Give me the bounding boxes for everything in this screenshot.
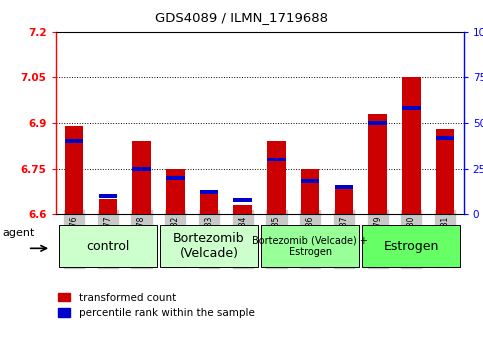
- Bar: [233, 205, 252, 214]
- Bar: [436, 136, 455, 139]
- Bar: [267, 141, 286, 214]
- Bar: [166, 169, 185, 214]
- Text: Bortezomib
(Velcade): Bortezomib (Velcade): [173, 232, 245, 260]
- Bar: [200, 190, 218, 214]
- Text: agent: agent: [3, 228, 35, 238]
- Bar: [132, 141, 151, 214]
- Bar: [65, 139, 84, 143]
- FancyBboxPatch shape: [362, 225, 460, 267]
- Bar: [99, 194, 117, 198]
- Legend: transformed count, percentile rank within the sample: transformed count, percentile rank withi…: [54, 289, 258, 322]
- FancyBboxPatch shape: [160, 225, 258, 267]
- Bar: [233, 198, 252, 201]
- Bar: [65, 126, 84, 214]
- Bar: [369, 114, 387, 214]
- Bar: [436, 129, 455, 214]
- Bar: [335, 185, 353, 189]
- Text: control: control: [86, 240, 129, 252]
- Bar: [301, 169, 319, 214]
- Bar: [132, 167, 151, 171]
- Text: GDS4089 / ILMN_1719688: GDS4089 / ILMN_1719688: [155, 11, 328, 24]
- FancyBboxPatch shape: [261, 225, 359, 267]
- Bar: [301, 179, 319, 183]
- FancyBboxPatch shape: [59, 225, 157, 267]
- Bar: [200, 190, 218, 194]
- Bar: [369, 121, 387, 125]
- Bar: [335, 187, 353, 214]
- Bar: [402, 107, 421, 110]
- Text: Estrogen: Estrogen: [384, 240, 439, 252]
- Bar: [166, 176, 185, 180]
- Bar: [99, 199, 117, 214]
- Bar: [402, 78, 421, 214]
- Text: Bortezomib (Velcade) +
Estrogen: Bortezomib (Velcade) + Estrogen: [252, 235, 368, 257]
- Bar: [267, 158, 286, 161]
